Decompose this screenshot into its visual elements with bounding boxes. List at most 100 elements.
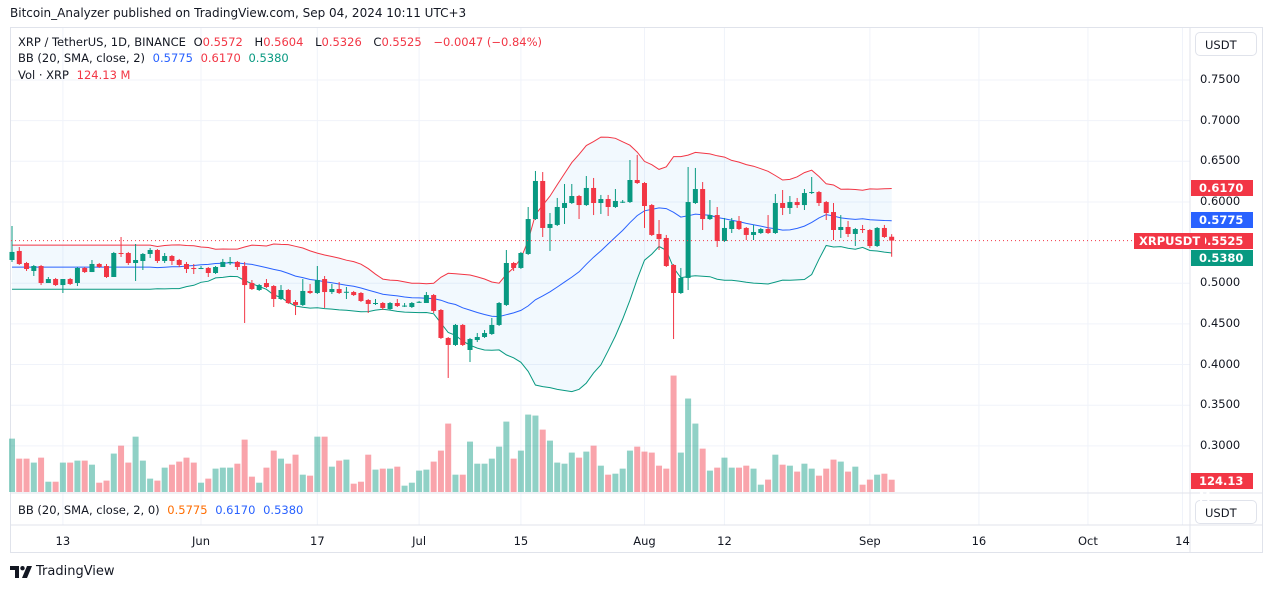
tradingview-logo-icon (10, 565, 32, 578)
candle-body (612, 200, 618, 207)
candle-body (125, 253, 131, 264)
volume-bar (154, 480, 161, 492)
volume-bar (365, 454, 372, 492)
legend-bb-row[interactable]: BB (20, SMA, close, 2) 0.5775 0.6170 0.5… (18, 51, 293, 65)
candle-body (358, 293, 364, 301)
bb-lower-line (12, 244, 892, 393)
volume-bar (728, 467, 735, 492)
volume-bar (423, 469, 430, 492)
volume-bar (626, 450, 633, 492)
candle-body (474, 336, 480, 340)
lower-pane-legend[interactable]: BB (20, SMA, close, 2, 0) 0.5775 0.6170 … (18, 503, 307, 517)
volume-bar (219, 467, 226, 492)
candle-body (213, 266, 219, 274)
candle-body (641, 183, 647, 207)
candle-body (794, 202, 800, 206)
candle-body (598, 199, 604, 204)
time-tick-label: 17 (310, 534, 325, 548)
lower-bb-label: BB (20, SMA, close, 2, 0) (18, 503, 160, 517)
candle-body (111, 253, 117, 277)
volume-bar (307, 475, 314, 492)
volume-bar (597, 465, 604, 492)
volume-bar (852, 466, 859, 492)
volume-bar (845, 471, 852, 492)
volume-bar (357, 481, 364, 492)
candle-body (176, 259, 182, 265)
currency-button[interactable]: USDT (1195, 32, 1257, 56)
volume-bar (299, 474, 306, 492)
volume-bar (866, 479, 873, 492)
candle-body (838, 226, 844, 230)
time-tick-label: Jun (192, 534, 210, 548)
candle-body (198, 267, 204, 270)
volume-bar (110, 453, 117, 492)
candle-body (45, 279, 51, 284)
volume-bar (285, 463, 292, 492)
candle-body (620, 201, 626, 203)
candle-body (16, 250, 22, 264)
volume-bar (554, 462, 561, 492)
bollinger-bands (12, 136, 892, 393)
bb-basis-badge: 0.5775 (1191, 212, 1253, 228)
volume-bar (59, 462, 66, 492)
lower-currency-button[interactable]: USDT (1195, 500, 1257, 524)
candle-body (300, 290, 306, 305)
volume-bar (452, 474, 459, 492)
volume-bars (9, 375, 895, 492)
candle-body (649, 205, 655, 235)
volume-bar (779, 464, 786, 492)
candle-body (169, 256, 175, 261)
volume-bar (532, 415, 539, 492)
candle-body (889, 236, 895, 241)
tradingview-logo[interactable]: TradingView (10, 564, 115, 579)
volume-bar (168, 464, 175, 492)
volume-bar (103, 480, 110, 492)
candle-body (736, 220, 742, 230)
volume-bar (685, 398, 692, 492)
volume-bar (256, 482, 263, 492)
symbol-title[interactable]: XRP / TetherUS, 1D, BINANCE (18, 35, 186, 49)
candle-body (38, 266, 44, 284)
bb-lower-value: 0.5380 (248, 51, 289, 65)
candle-body (336, 289, 342, 294)
candle-body (205, 267, 211, 274)
bb-upper-badge: 0.6170 (1191, 180, 1253, 196)
volume-bar (445, 423, 452, 492)
volume-bar (96, 482, 103, 492)
volume-bar (379, 468, 386, 492)
candle-body (656, 233, 662, 240)
candle-body (591, 187, 597, 204)
candle-body (816, 192, 822, 204)
candle-body (183, 263, 189, 270)
candle-body (532, 180, 538, 220)
volume-bar (401, 485, 408, 492)
volume-bar (794, 471, 801, 492)
volume-bar (81, 460, 88, 492)
candle-body (751, 232, 757, 235)
candle-body (82, 267, 88, 273)
candle-body (9, 251, 15, 260)
candle-body (351, 292, 357, 296)
candle-body (234, 261, 240, 267)
candle-body (874, 227, 880, 247)
candle-body (801, 193, 807, 206)
volume-badge: 124.13 M (1191, 473, 1253, 504)
volume-bar (656, 465, 663, 492)
time-tick-label: Sep (859, 534, 881, 548)
chart-frame (10, 27, 1263, 553)
volume-bar (45, 481, 52, 492)
bb-upper-line (12, 136, 892, 285)
candle-body (576, 196, 582, 206)
high-value: 0.5604 (263, 35, 304, 49)
volume-bar (837, 461, 844, 492)
candle-body (104, 266, 110, 277)
legend-volume-row[interactable]: Vol · XRP 124.13 M (18, 68, 134, 82)
lower-bb-lower: 0.5380 (263, 503, 304, 517)
volume-bar (568, 452, 575, 492)
volume-bar (336, 460, 343, 492)
volume-bar (52, 481, 59, 492)
candle-body (678, 277, 684, 294)
volume-bar (634, 446, 641, 492)
candle-body (496, 303, 502, 325)
